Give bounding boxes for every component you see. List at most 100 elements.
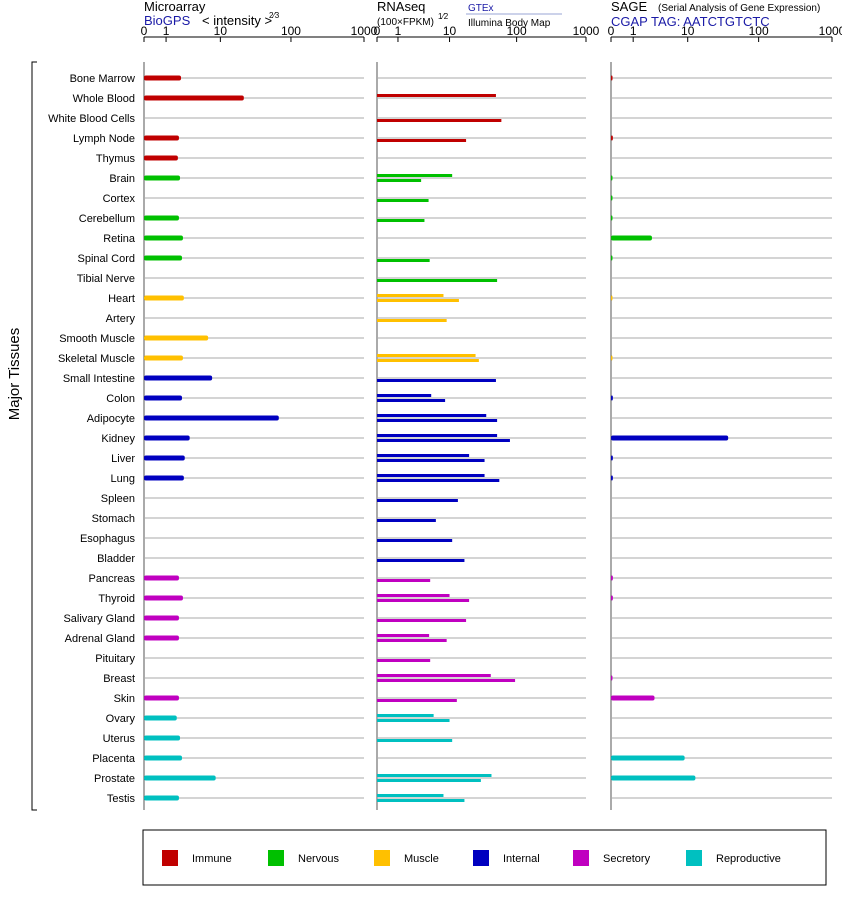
- sage-bar: [611, 75, 613, 81]
- illumina-label: Illumina Body Map: [468, 18, 551, 29]
- tissue-label: Thyroid: [98, 593, 135, 605]
- microarray-bar: [144, 255, 183, 261]
- microarray-bar: [144, 415, 279, 421]
- microarray-bar: [144, 775, 216, 781]
- rnaseq-bar-gtex: [377, 774, 492, 777]
- sage-bar: [611, 195, 613, 201]
- sage-bar: [611, 435, 729, 441]
- legend-label-reproductive: Reproductive: [716, 853, 781, 865]
- microarray-bar: [144, 355, 183, 361]
- sage-bar: [611, 755, 685, 761]
- legend-swatch-nervous: [268, 850, 284, 866]
- microarray-bar: [144, 175, 181, 181]
- rnaseq-bar-ibm: [377, 679, 516, 682]
- tissue-label: Salivary Gland: [63, 613, 135, 625]
- sage-bar: [611, 575, 613, 581]
- tissue-label: Pituitary: [95, 653, 135, 665]
- microarray-tick-label: 1000: [351, 24, 378, 38]
- tissue-bracket: [31, 61, 37, 811]
- tissue-label: Prostate: [94, 773, 135, 785]
- rnaseq-bar-ibm: [377, 399, 446, 402]
- rnaseq-bar-ibm: [377, 779, 481, 782]
- tissue-label: Breast: [103, 673, 135, 685]
- sage-bar: [611, 135, 613, 141]
- sage-bar: [611, 215, 613, 221]
- rnaseq-bar-gtex: [377, 594, 450, 597]
- rnaseq-bar-ibm: [377, 599, 470, 602]
- rnaseq-bar-gtex: [377, 94, 496, 97]
- sage-bar: [611, 355, 613, 361]
- rnaseq-bar-ibm: [377, 799, 465, 802]
- rnaseq-bar-gtex: [377, 174, 453, 177]
- sage-subtitle: (Serial Analysis of Gene Expression): [658, 3, 820, 14]
- tissue-label: Small Intestine: [63, 373, 135, 385]
- microarray-bar: [144, 235, 183, 241]
- tissue-label: Pancreas: [89, 573, 136, 585]
- tissue-label: Adrenal Gland: [65, 633, 135, 645]
- gtex-label: GTEx: [468, 3, 494, 14]
- rnaseq-tick-label: 1000: [573, 24, 600, 38]
- tissue-label: Stomach: [92, 513, 135, 525]
- microarray-bar: [144, 95, 244, 101]
- tissue-label: Uterus: [103, 733, 136, 745]
- sage-tick-label: 1: [630, 24, 637, 38]
- sage-bar: [611, 595, 613, 601]
- biogps-link: BioGPS: [144, 13, 191, 28]
- tissue-label: Liver: [111, 453, 135, 465]
- tissue-label: Lung: [111, 473, 135, 485]
- rnaseq-bar-ibm: [377, 479, 500, 482]
- rnaseq-bar-ibm: [377, 499, 458, 502]
- rnaseq-bar-ibm: [377, 419, 498, 422]
- rnaseq-tick-label: 1: [395, 24, 402, 38]
- rnaseq-bar-gtex: [377, 674, 491, 677]
- rnaseq-exponent: 1⁄2: [438, 12, 449, 21]
- tissue-label: Placenta: [92, 753, 136, 765]
- rnaseq-bar-ibm: [377, 439, 510, 442]
- rnaseq-bar-ibm: [377, 619, 467, 622]
- rnaseq-bar-gtex: [377, 394, 432, 397]
- microarray-bar: [144, 455, 185, 461]
- rnaseq-bar-ibm: [377, 259, 430, 262]
- tissue-label: Thymus: [96, 153, 136, 165]
- microarray-bar: [144, 375, 213, 381]
- legend-swatch-immune: [162, 850, 178, 866]
- microarray-bar: [144, 795, 179, 801]
- microarray-bar: [144, 335, 209, 341]
- tissue-label: Spinal Cord: [78, 253, 135, 265]
- tissue-label: Adipocyte: [87, 413, 135, 425]
- tissue-label: Heart: [108, 293, 135, 305]
- microarray-bar: [144, 215, 179, 221]
- rnaseq-title: RNAseq: [377, 0, 425, 14]
- legend-label-muscle: Muscle: [404, 853, 439, 865]
- microarray-tick-label: 100: [281, 24, 301, 38]
- rnaseq-bar-gtex: [377, 434, 498, 437]
- rnaseq-bar-gtex: [377, 454, 470, 457]
- rnaseq-bar-ibm: [377, 139, 467, 142]
- sage-title: SAGE: [611, 0, 647, 14]
- microarray-bar: [144, 435, 190, 441]
- rnaseq-bar-ibm: [377, 119, 502, 122]
- microarray-bar: [144, 395, 183, 401]
- sage-bar: [611, 475, 613, 481]
- rnaseq-bar-ibm: [377, 459, 485, 462]
- tissue-label: Tibial Nerve: [77, 273, 135, 285]
- rnaseq-bar-ibm: [377, 319, 447, 322]
- rnaseq-bar-ibm: [377, 639, 447, 642]
- rnaseq-bar-ibm: [377, 699, 457, 702]
- tissue-label: White Blood Cells: [48, 113, 135, 125]
- microarray-bar: [144, 635, 179, 641]
- rnaseq-bar-gtex: [377, 714, 434, 717]
- tissue-label: Ovary: [106, 713, 136, 725]
- sage-bar: [611, 455, 613, 461]
- tissue-label: Esophagus: [80, 533, 136, 545]
- rnaseq-bar-gtex: [377, 294, 444, 297]
- sage-bar: [611, 295, 613, 301]
- tissue-label: Skeletal Muscle: [58, 353, 135, 365]
- microarray-tick-label: 1: [163, 24, 170, 38]
- sage-bar: [611, 675, 613, 681]
- microarray-bar: [144, 715, 177, 721]
- rnaseq-bar-ibm: [377, 519, 436, 522]
- legend-swatch-muscle: [374, 850, 390, 866]
- rnaseq-bar-ibm: [377, 659, 431, 662]
- microarray-bar: [144, 155, 178, 161]
